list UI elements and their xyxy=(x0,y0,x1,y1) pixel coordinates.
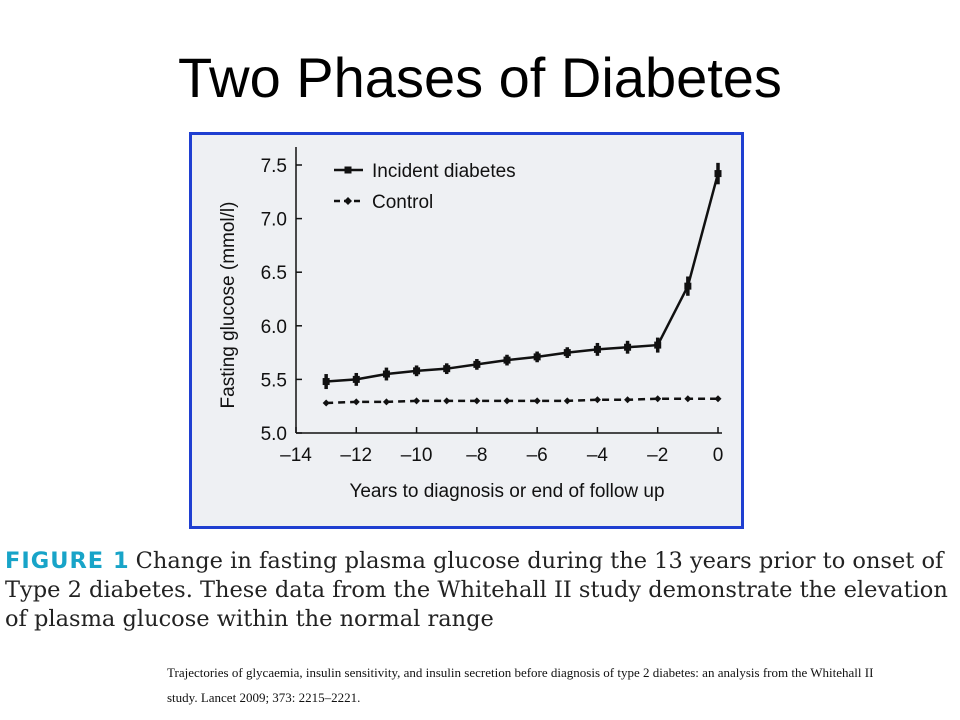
data-point xyxy=(684,395,692,403)
data-point xyxy=(624,343,632,351)
data-point xyxy=(382,370,390,378)
citation: Trajectories of glycaemia, insulin sensi… xyxy=(167,665,874,705)
x-tick-label: –8 xyxy=(466,445,487,466)
data-point xyxy=(624,396,632,404)
data-point xyxy=(322,378,330,386)
x-tick-label: –4 xyxy=(587,445,609,466)
x-axis-label: Years to diagnosis or end of follow up xyxy=(349,481,664,502)
y-tick-label: 5.0 xyxy=(261,424,287,445)
data-point xyxy=(322,399,330,407)
data-point xyxy=(533,353,541,361)
data-point xyxy=(413,397,421,405)
data-point xyxy=(503,356,511,364)
series-line-incident-diabetes xyxy=(326,173,720,383)
slide-title: Two Phases of Diabetes xyxy=(178,46,782,109)
line-chart: 5.0 5.5 6.0 6.5 7.0 7.5 –14 –12 –10 –8 –6 –4 –2 0 Year… xyxy=(218,147,724,502)
legend-label: Incident diabetes xyxy=(372,161,516,182)
x-tick-label: –2 xyxy=(647,445,668,466)
data-point xyxy=(684,282,692,290)
y-tick-label: 7.5 xyxy=(261,156,287,177)
chart-frame: 5.0 5.5 6.0 6.5 7.0 7.5 –14 –12 –10 –8 –6 –4 –2 0 Year… xyxy=(189,132,744,529)
data-point xyxy=(443,397,451,405)
legend-marker xyxy=(344,197,352,205)
series-line-control xyxy=(326,397,718,405)
data-point xyxy=(654,341,662,349)
data-point xyxy=(593,396,601,404)
x-tick-label: –12 xyxy=(340,445,372,466)
data-point xyxy=(714,170,722,178)
data-point xyxy=(352,398,360,406)
legend-marker xyxy=(344,166,352,174)
figure-label: FIGURE 1 xyxy=(5,548,130,574)
data-point xyxy=(503,397,511,405)
data-point xyxy=(593,345,601,353)
x-tick-label: 0 xyxy=(713,445,724,466)
x-tick-label: –10 xyxy=(401,445,433,466)
y-tick-label: 5.5 xyxy=(261,370,287,391)
data-point xyxy=(533,397,541,405)
figure-caption: FIGURE 1 Change in fasting plasma glucose… xyxy=(5,547,955,634)
data-point xyxy=(473,360,481,368)
data-point xyxy=(563,349,571,357)
figure-caption-text: Change in fasting plasma glucose during … xyxy=(5,548,948,632)
x-tick-label: –6 xyxy=(527,445,548,466)
data-point xyxy=(443,365,451,373)
data-point xyxy=(563,397,571,405)
y-tick-label: 7.0 xyxy=(261,210,287,231)
legend-label: Control xyxy=(372,192,433,213)
data-point xyxy=(654,395,662,403)
y-axis-label: Fasting glucose (mmol/l) xyxy=(218,202,239,409)
data-point xyxy=(352,375,360,383)
data-point xyxy=(473,397,481,405)
x-tick-label: –14 xyxy=(280,445,312,466)
y-tick-label: 6.0 xyxy=(261,317,287,338)
data-point xyxy=(382,398,390,406)
y-tick-label: 6.5 xyxy=(261,263,287,284)
data-point xyxy=(714,395,722,403)
data-point xyxy=(413,367,421,375)
